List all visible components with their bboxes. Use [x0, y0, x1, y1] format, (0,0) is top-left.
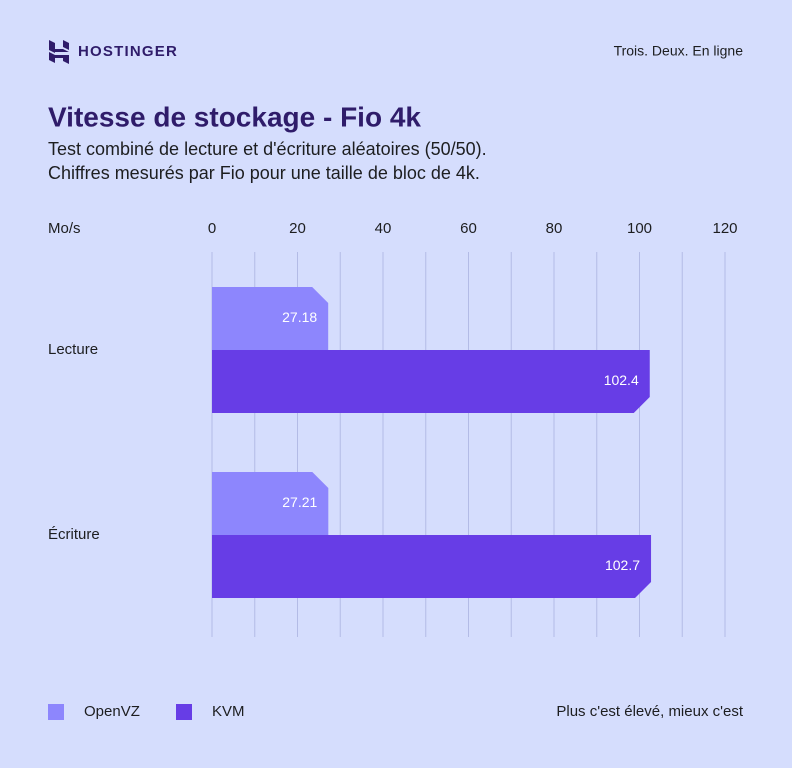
legend-swatch	[48, 704, 64, 720]
legend-swatch	[176, 704, 192, 720]
x-tick-label: 120	[712, 220, 737, 237]
axis-label: Mo/s	[48, 220, 81, 237]
note: Plus c'est élevé, mieux c'est	[556, 703, 743, 720]
x-tick-label: 80	[546, 220, 563, 237]
x-tick-label: 100	[627, 220, 652, 237]
tagline: Trois. Deux. En ligne	[614, 43, 744, 59]
legend-label: KVM	[212, 703, 245, 720]
value-label: 27.21	[282, 494, 317, 510]
y-tick-label: Écriture	[48, 526, 100, 543]
logo-icon	[49, 40, 69, 64]
bar	[212, 287, 329, 350]
x-tick-label: 20	[289, 220, 306, 237]
subtitle: Chiffres mesurés par Fio pour une taille…	[48, 163, 480, 183]
bar	[212, 350, 650, 413]
x-tick-label: 60	[460, 220, 477, 237]
value-label: 102.7	[605, 557, 640, 573]
bar	[212, 535, 652, 598]
chart-title: Vitesse de stockage - Fio 4k	[48, 101, 421, 132]
bar	[212, 472, 329, 535]
value-label: 27.18	[282, 309, 317, 325]
x-tick-label: 0	[208, 220, 216, 237]
value-label: 102.4	[604, 372, 639, 388]
brand: HOSTINGER	[78, 43, 178, 60]
legend-label: OpenVZ	[84, 703, 140, 720]
subtitle: Test combiné de lecture et d'écriture al…	[48, 139, 487, 159]
y-tick-label: Lecture	[48, 341, 98, 358]
x-tick-label: 40	[375, 220, 392, 237]
